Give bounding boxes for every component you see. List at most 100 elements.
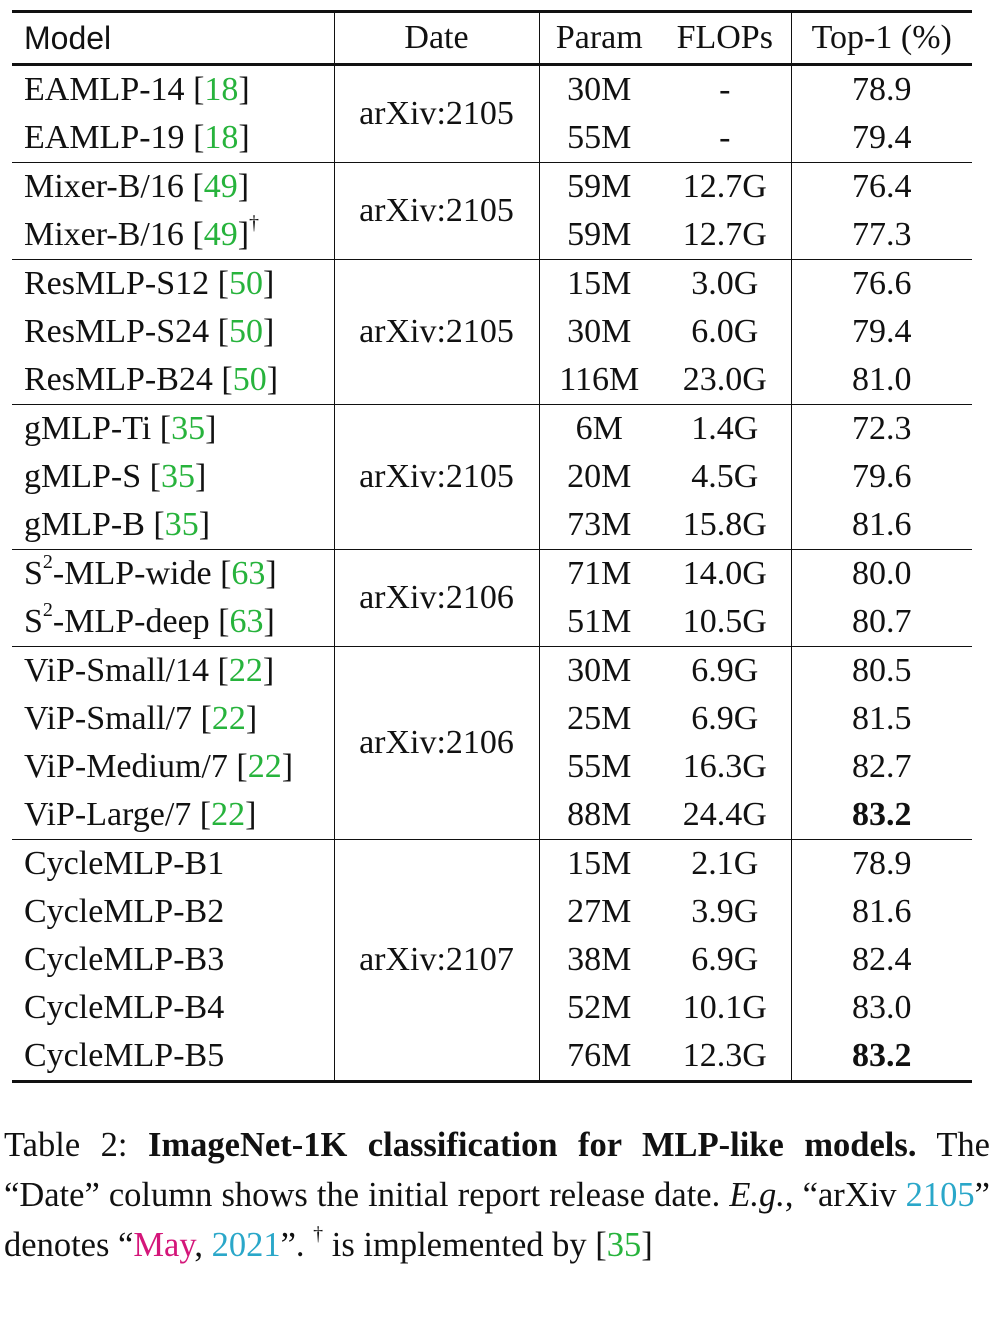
table-row: Mixer-B/16 [49] arXiv:2105 59M 12.7G 76.4 — [12, 162, 972, 260]
param-cell: 116M — [559, 361, 640, 398]
citation-link[interactable]: 18 — [204, 119, 239, 156]
table-row: Mixer-B/16 [49]† 59M 12.7G 77.3 — [12, 211, 972, 260]
citation-link[interactable]: 63 — [229, 603, 264, 640]
param-cell: 88M — [567, 796, 632, 833]
citation-link[interactable]: 18 — [204, 71, 239, 108]
flops-cell: 23.0G — [659, 356, 792, 405]
citation-link[interactable]: 22 — [211, 796, 246, 833]
table-row: EAMLP-19 [18] 55M - 79.4 — [12, 114, 972, 163]
citation-bracket-close: ] — [262, 313, 275, 350]
citation-link[interactable]: 49 — [203, 168, 238, 205]
flops-cell: 6.9G — [659, 695, 792, 743]
flops-cell: 6.0G — [659, 308, 792, 356]
citation-link[interactable]: 35 — [164, 506, 199, 543]
citation-link[interactable]: 50 — [228, 265, 263, 302]
model-name-cell: CycleMLP-B5 — [12, 1032, 335, 1082]
flops-cell: 24.4G — [659, 791, 792, 840]
top1-cell: 78.9 — [852, 71, 912, 108]
caption-citation-link[interactable]: 35 — [606, 1226, 642, 1264]
citation-bracket-open: [ — [220, 555, 232, 592]
flops-cell: 1.4G — [659, 404, 792, 453]
param-cell: 59M — [567, 216, 632, 253]
caption-text-4: , — [194, 1226, 212, 1264]
flops-cell: 10.1G — [659, 984, 792, 1032]
top1-cell: 81.0 — [852, 361, 912, 398]
param-cell: 55M — [567, 748, 632, 785]
model-name: EAMLP-14 — [24, 71, 185, 108]
table-group: gMLP-Ti [35] arXiv:2105 6M 1.4G 72.3 gMLP-S [… — [12, 404, 972, 550]
citation-bracket-open: [ — [200, 700, 212, 737]
citation-bracket-open: [ — [218, 603, 230, 640]
flops-cell: 3.9G — [659, 888, 792, 936]
citation-bracket-close: ] — [266, 361, 279, 398]
citation-bracket-open: [ — [199, 796, 212, 833]
model-name: S — [24, 555, 43, 592]
release-date-cell: arXiv:2105 — [334, 162, 540, 260]
model-name-cell: ViP-Small/14 [22] — [12, 646, 335, 695]
citation-link[interactable]: 35 — [171, 410, 206, 447]
param-cell: 71M — [567, 555, 632, 592]
flops-cell: - — [659, 114, 792, 163]
citation-link[interactable]: 49 — [203, 216, 238, 253]
table-row: ViP-Small/14 [22] arXiv:2106 30M 6.9G 80.5 — [12, 646, 972, 840]
param-cell: 55M — [567, 119, 632, 156]
flops-cell: 14.0G — [659, 549, 792, 598]
model-name-cell: ResMLP-S12 [50] — [12, 259, 335, 308]
param-cell: 76M — [567, 1037, 632, 1074]
model-name: Mixer-B/16 — [24, 216, 184, 253]
table-row: gMLP-B [35] 73M 15.8G 81.6 — [12, 501, 972, 550]
table-row: CycleMLP-B2 27M 3.9G 81.6 — [12, 888, 972, 936]
citation-bracket-close: ] — [194, 458, 207, 495]
caption-arxiv-number: 2105 — [905, 1176, 975, 1214]
citation-bracket-open: [ — [149, 458, 161, 495]
model-name-cell: gMLP-S [35] — [12, 453, 335, 501]
citation-link[interactable]: 50 — [228, 313, 263, 350]
top1-cell: 78.9 — [852, 845, 912, 882]
citation-link[interactable]: 35 — [160, 458, 195, 495]
citation-bracket-open: [ — [192, 216, 204, 253]
param-cell: 52M — [567, 989, 632, 1026]
table-row: CycleMLP-B1 arXiv:2107 15M 2.1G 78.9 — [12, 839, 972, 1082]
top1-cell: 72.3 — [852, 410, 912, 447]
citation-bracket-close: ] — [238, 119, 250, 156]
model-name-cell: S2-MLP-deep [63] — [12, 598, 335, 647]
flops-cell: 4.5G — [659, 453, 792, 501]
citation-bracket-close: ] — [238, 71, 250, 108]
model-name-suffix: -MLP-deep — [52, 603, 210, 640]
citation-link[interactable]: 22 — [228, 652, 263, 689]
header-top1: Top-1 (%) — [811, 19, 952, 56]
citation-link[interactable]: 50 — [232, 361, 267, 398]
citation-bracket-open: [ — [153, 506, 165, 543]
flops-cell: 12.7G — [659, 211, 792, 260]
top1-cell: 77.3 — [852, 216, 912, 253]
citation-link[interactable]: 63 — [231, 555, 266, 592]
table-group: ViP-Small/14 [22] arXiv:2106 30M 6.9G 80.5 Vi… — [12, 646, 972, 840]
table-row: ViP-Large/7 [22] 88M 24.4G 83.2 — [12, 791, 972, 840]
caption-text-5: ”. — [280, 1226, 305, 1264]
citation-bracket-close: ] — [205, 410, 217, 447]
model-name-cell: ViP-Large/7 [22] — [12, 791, 335, 840]
param-cell: 51M — [567, 603, 632, 640]
citation-bracket-close: ] — [245, 700, 258, 737]
table-row: S2-MLP-wide [63] arXiv:2106 71M 14.0G 80.0 — [12, 549, 972, 647]
param-cell: 25M — [567, 700, 632, 737]
flops-cell: 2.1G — [659, 839, 792, 888]
citation-link[interactable]: 22 — [247, 748, 282, 785]
citation-bracket-open: [ — [221, 361, 233, 398]
param-cell: 73M — [567, 506, 632, 543]
citation-bracket-close: ] — [281, 748, 294, 785]
caption-text-3: ” denotes “ — [4, 1176, 990, 1264]
flops-cell: 16.3G — [659, 743, 792, 791]
table-row: ResMLP-B24 [50] 116M 23.0G 81.0 — [12, 356, 972, 405]
table-row: CycleMLP-B5 76M 12.3G 83.2 — [12, 1032, 972, 1082]
citation-bracket-close: ] — [265, 555, 277, 592]
citation-link[interactable]: 22 — [211, 700, 246, 737]
model-name-cell: CycleMLP-B1 — [12, 839, 335, 888]
citation-bracket-open: [ — [159, 410, 172, 447]
param-cell: 15M — [567, 265, 632, 302]
table-row: ResMLP-S12 [50] arXiv:2105 15M 3.0G 76.6 — [12, 259, 972, 405]
table-row: EAMLP-14 [18] arXiv:2105 30M -78.9 — [12, 64, 972, 163]
citation-bracket-open: [ — [192, 168, 204, 205]
model-name: ViP-Large/7 — [24, 796, 192, 833]
param-cell: 30M — [567, 652, 632, 689]
